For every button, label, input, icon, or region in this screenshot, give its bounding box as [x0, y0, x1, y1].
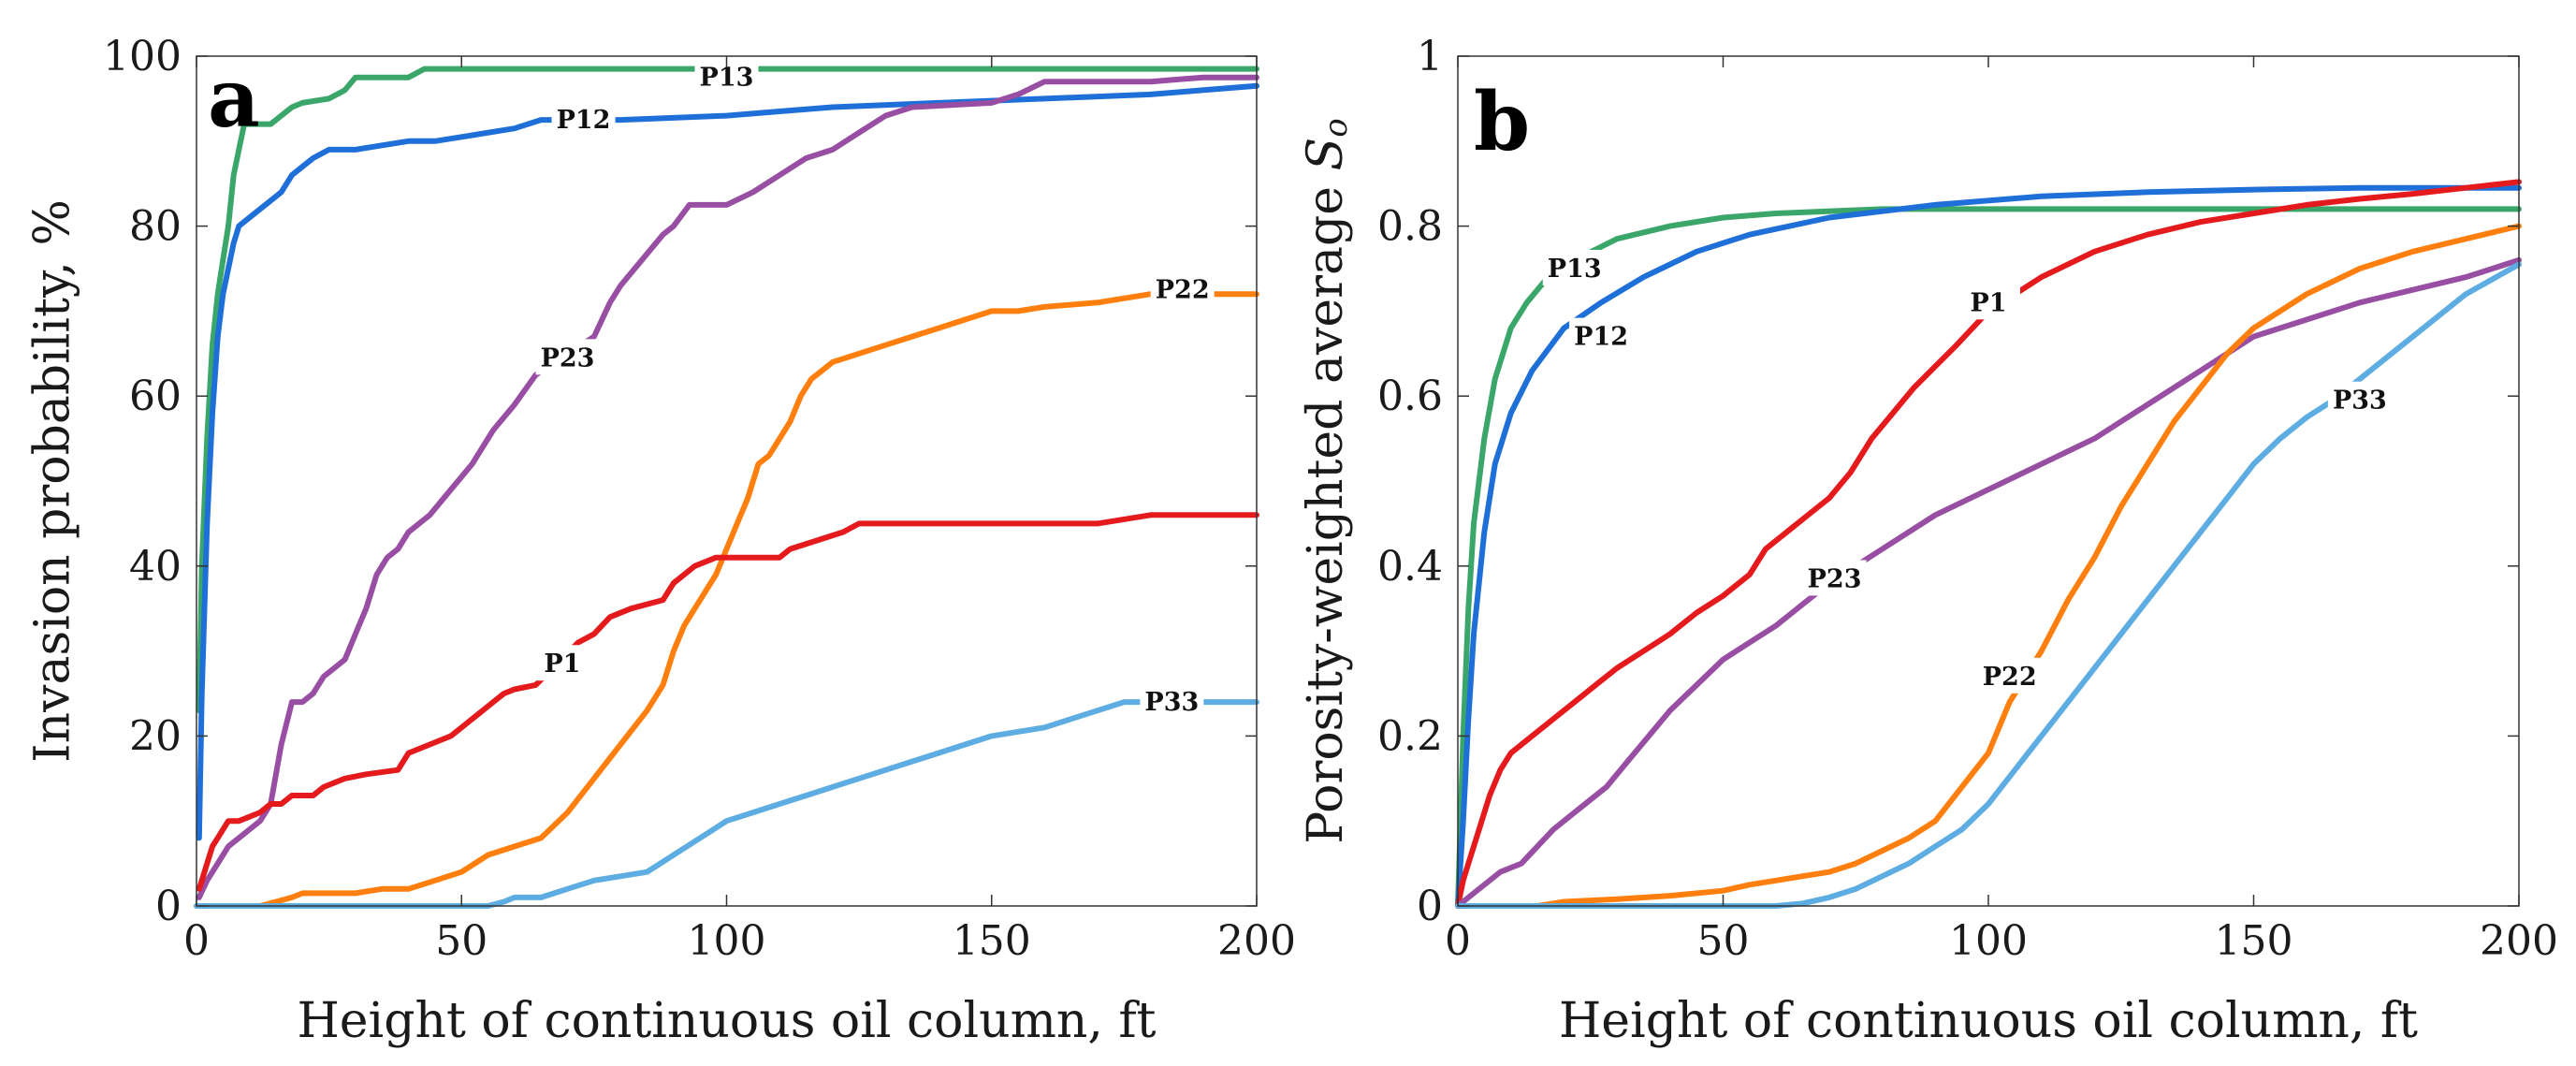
series-label-bg-p13 — [1542, 250, 1607, 285]
y-tick-label: 40 — [129, 543, 182, 591]
series-line-p12 — [196, 82, 1259, 841]
series-label-bg-p23 — [1802, 560, 1867, 596]
series-label-p22: P22 — [1156, 276, 1210, 305]
series-line-p33 — [194, 699, 1259, 909]
panel-a-label: a — [208, 51, 260, 146]
y-tick-label: 0 — [155, 883, 182, 930]
y-tick-label: 100 — [103, 33, 182, 80]
y-tick-label: 0.2 — [1377, 712, 1443, 760]
series-line-p22 — [194, 291, 1259, 909]
panel-a-ticks: 0 50 100 150 200 0 20 40 60 80 100 — [103, 33, 1296, 965]
panel-a-x-axis-label: Height of continuous oil column, ft — [297, 993, 1156, 1049]
series-label-bg-p33 — [2327, 381, 2392, 417]
panel-b-y-axis-symbol: S — [1298, 138, 1354, 171]
series-label-bg-p12 — [551, 101, 616, 138]
panel-a-y-axis-label: Invasion probability, % — [25, 199, 81, 763]
series-label-bg-p12 — [1569, 317, 1634, 354]
chart-panel-b: P13 P12 P1 P23 P22 P33 0 50 100 150 200 0 0.2 0.4 0.6… — [1298, 33, 2558, 1049]
y-tick-label: 0.6 — [1377, 372, 1443, 420]
panel-b-ticks: 0 50 100 150 200 0 0.2 0.4 0.6 0.8 1 — [1377, 33, 2558, 965]
series-label-bg-p1 — [530, 645, 594, 681]
x-tick-label: 150 — [953, 917, 1031, 965]
y-tick-label: 60 — [129, 372, 182, 420]
chart-panel-a: P13 P12 P23 P22 P1 P33 0 50 100 150 200 0 20 40 60 80 1… — [25, 33, 1296, 1049]
series-line-p1 — [196, 512, 1259, 892]
y-tick-label: 20 — [129, 712, 182, 760]
series-line-p13 — [196, 66, 1259, 714]
x-tick-label: 100 — [1949, 917, 2028, 965]
series-label-bg-p1 — [1957, 284, 2020, 320]
y-tick-label: 0.8 — [1377, 203, 1443, 251]
x-tick-label: 0 — [183, 917, 210, 965]
panel-b-label: b — [1474, 75, 1530, 169]
y-tick-label: 0.4 — [1377, 543, 1443, 591]
series-label-p23: P23 — [541, 343, 595, 372]
x-tick-label: 100 — [688, 917, 766, 965]
series-label-bg-p22 — [1977, 657, 2042, 694]
series-label-bg-p23 — [535, 339, 600, 375]
series-label-p33: P33 — [1144, 688, 1199, 717]
series-line-p1 — [1455, 179, 2522, 909]
panel-b-y-axis-label: Porosity-weighted average So — [1298, 118, 1356, 843]
series-line-p23 — [196, 74, 1259, 900]
series-label-p12: P12 — [1574, 323, 1628, 352]
series-label-bg-p22 — [1150, 270, 1215, 307]
series-line-p22 — [1455, 223, 2522, 909]
series-label-bg-p33 — [1140, 683, 1204, 720]
series-label-p1: P1 — [544, 650, 580, 679]
series-line-p12 — [1455, 184, 2522, 909]
x-tick-label: 200 — [1217, 917, 1296, 965]
panel-b-y-axis-label-text: Porosity-weighted average — [1298, 170, 1354, 843]
panel-b-x-axis-label: Height of continuous oil column, ft — [1559, 993, 2418, 1049]
x-tick-label: 150 — [2215, 917, 2293, 965]
x-tick-label: 50 — [435, 917, 488, 965]
y-tick-label: 1 — [1417, 33, 1443, 80]
panel-b-curves — [1455, 179, 2522, 909]
series-label-p1: P1 — [1970, 288, 2006, 317]
series-label-p13: P13 — [1548, 255, 1602, 284]
series-label-p22: P22 — [1983, 663, 2037, 692]
series-label-p33: P33 — [2333, 387, 2387, 416]
series-label-p23: P23 — [1808, 564, 1862, 593]
y-tick-label: 0 — [1417, 883, 1443, 930]
series-line-p23 — [1455, 256, 2522, 909]
x-tick-label: 200 — [2480, 917, 2558, 965]
panel-a-curve-labels: P13 P12 P23 P22 P1 P33 — [530, 58, 1215, 720]
series-line-p33 — [1455, 261, 2522, 909]
panel-b-curve-labels: P13 P12 P1 P23 P22 P33 — [1542, 250, 2392, 694]
series-label-p13: P13 — [700, 64, 754, 93]
panel-a-axes-frame — [196, 55, 1258, 907]
panel-b-axes-frame — [1457, 55, 2520, 907]
panel-a-curves — [194, 66, 1259, 909]
y-tick-label: 80 — [129, 203, 182, 251]
series-label-p12: P12 — [557, 106, 611, 135]
panel-b-y-axis-subscript: o — [1317, 118, 1355, 137]
x-tick-label: 50 — [1697, 917, 1750, 965]
x-tick-label: 0 — [1445, 917, 1471, 965]
